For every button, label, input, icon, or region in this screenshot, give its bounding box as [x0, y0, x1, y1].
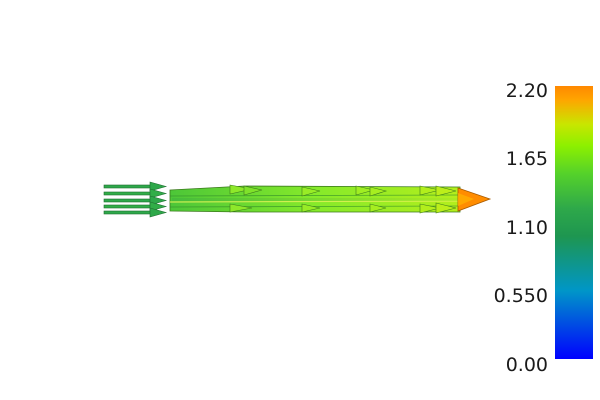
scale-tick-label: 2.20: [505, 80, 548, 102]
scale-tick-label: 1.65: [505, 148, 548, 170]
inlet-arrow: [103, 181, 168, 192]
inlet-arrow: [103, 195, 168, 206]
inlet-arrow: [103, 188, 168, 199]
color-scale-bar: [555, 86, 593, 359]
stream-tip-arrowhead: [457, 187, 492, 212]
inlet-arrow: [103, 207, 168, 218]
scale-tick-label: 0.550: [493, 285, 548, 307]
stream-arrowheads: [229, 184, 457, 214]
inlet-arrow-bundle: [103, 181, 168, 218]
inlet-arrow: [103, 201, 168, 212]
scale-tick-label: 1.10: [505, 217, 548, 239]
scale-tick-label: 0.00: [505, 354, 548, 376]
color-scale-labels: 2.20 1.65 1.10 0.550 0.00: [470, 0, 548, 400]
